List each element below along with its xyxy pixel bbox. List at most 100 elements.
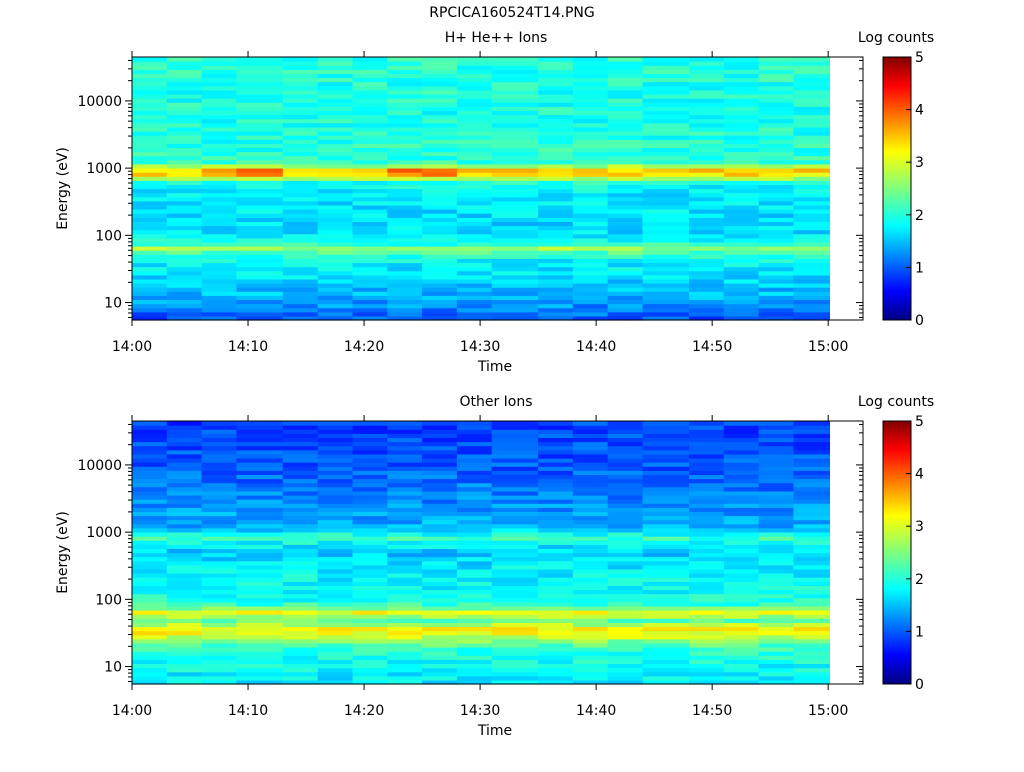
heatmap-cell [166,507,203,512]
heatmap-cell [236,655,284,660]
heatmap-cell [723,527,760,533]
heatmap-cell [456,209,493,214]
heatmap-cell [387,139,423,144]
heatmap-cell [723,295,760,300]
heatmap-cell [572,250,609,255]
heatmap-cell [723,155,760,161]
heatmap-cell [689,601,725,607]
heatmap-cell [642,65,690,70]
heatmap-cell [387,118,423,124]
heatmap-cell [689,458,725,463]
heatmap-cell [352,114,388,120]
heatmap-cell [236,89,284,95]
heatmap-cell [607,77,644,83]
heatmap-cell [166,581,203,586]
heatmap-cell [236,667,284,673]
heatmap-cell [689,188,725,194]
heatmap-cell [456,671,493,677]
heatmap-cell [317,511,354,517]
heatmap-cell [352,209,388,214]
heatmap-cell [607,655,644,660]
heatmap-cell [491,564,539,570]
heatmap-cell [642,106,690,111]
heatmap-cell [422,176,458,181]
heatmap-cell [282,172,319,177]
heatmap-cell [689,295,725,300]
heatmap-cell [607,573,644,578]
heatmap-cell [422,77,458,83]
heatmap-cell [689,131,725,136]
heatmap-cell [282,254,319,259]
heatmap-cell [491,114,539,120]
heatmap-cell [758,250,794,255]
heatmap-cell [422,315,458,321]
heatmap-cell [538,61,574,66]
heatmap-cell [282,73,319,79]
heatmap-cell [538,299,574,305]
heatmap-cell [282,519,319,525]
heatmap-cell [642,556,690,562]
heatmap-cell [456,291,493,296]
heatmap-cell [422,679,458,685]
heatmap-cell [201,176,237,181]
heatmap-cell [723,274,760,280]
heatmap-cell [723,89,760,95]
heatmap-cell [793,511,830,517]
heatmap-cell [642,511,690,517]
heatmap-cell [758,315,794,321]
heatmap-cell [132,634,168,640]
heatmap-cell [422,110,458,116]
heatmap-cell [282,283,319,288]
heatmap-cell [793,532,830,537]
heatmap-cell [166,478,203,484]
heatmap-cell [166,262,203,268]
heatmap-cell [352,527,388,533]
heatmap-cell [201,204,237,210]
heatmap-cell [166,114,203,120]
heatmap-cell [236,184,284,190]
heatmap-cell [572,159,609,165]
heatmap-cell [132,437,168,443]
heatmap-cell [282,437,319,443]
heatmap-cell [317,225,354,231]
heatmap-cell [689,544,725,549]
heatmap-cell [236,213,284,218]
heatmap-cell [607,679,644,685]
heatmap-cell [642,425,690,430]
heatmap-cell [758,180,794,185]
heatmap-cell [282,299,319,305]
heatmap-cell [422,593,458,599]
heatmap-cell [166,89,203,95]
heatmap-cell [572,445,609,451]
heatmap-cell [166,307,203,313]
heatmap-cell [352,552,388,558]
heatmap-cell [491,65,539,70]
heatmap-cell [642,200,690,206]
heatmap-cell [758,168,794,173]
heatmap-cell [723,458,760,463]
heatmap-cell [282,573,319,578]
heatmap-cell [166,139,203,144]
heatmap-cell [607,536,644,541]
heatmap-cell [491,295,539,300]
heatmap-cell [201,605,237,611]
heatmap-cell [491,490,539,496]
heatmap-cell [758,675,794,681]
heatmap-cell [201,188,237,194]
heatmap-cell [456,651,493,656]
heatmap-cell [132,295,168,300]
heatmap-cell [201,229,237,235]
heatmap-cell [642,466,690,471]
heatmap-cell [387,299,423,305]
heatmap-cell [572,449,609,455]
heatmap-cell [317,311,354,317]
heatmap-cell [422,671,458,677]
heatmap-cell [317,651,354,656]
heatmap-cell [491,548,539,554]
heatmap-cell [456,536,493,541]
heatmap-cell [689,449,725,455]
heatmap-cell [491,523,539,529]
heatmap-cell [201,196,237,202]
heatmap-cell [422,647,458,652]
heatmap-cell [607,98,644,103]
